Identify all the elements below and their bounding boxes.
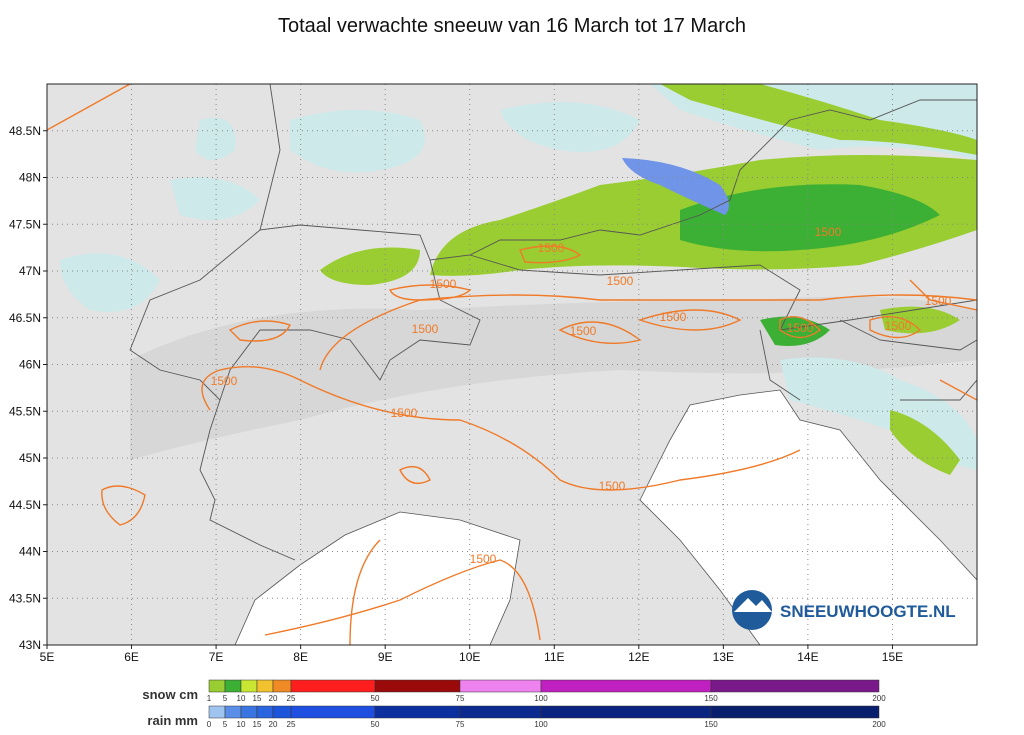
x-tick-label: 14E: [797, 650, 818, 664]
snow-area: [680, 184, 940, 252]
legend-swatch: [540, 679, 712, 693]
legend-tick: 150: [704, 720, 718, 729]
y-tick-label: 44.5N: [9, 498, 41, 512]
legend-tick: 75: [456, 720, 465, 729]
snow-area: [320, 247, 420, 285]
x-tick-label: 6E: [124, 650, 139, 664]
legend-swatch: [272, 679, 292, 693]
y-tick-label: 48.5N: [9, 124, 41, 138]
legend-swatch: [710, 679, 880, 693]
logo-text: SNEEUWHOOGTE.NL: [780, 602, 956, 621]
contour-label: 1500: [211, 374, 238, 388]
x-tick-label: 13E: [713, 650, 734, 664]
legend-swatch: [290, 705, 376, 719]
legend-tick: 200: [872, 694, 886, 703]
legend-tick: 150: [704, 694, 718, 703]
legend-tick: 1: [207, 694, 212, 703]
contour-label: 1500: [599, 479, 626, 493]
legend-tick: 15: [253, 694, 262, 703]
legend-tick: 10: [237, 720, 246, 729]
map: 1500 1500 1500 1500 1500 1500 1500 1500 1500 1500…: [47, 84, 977, 645]
legend-swatch: [540, 705, 712, 719]
legend-tick: 100: [534, 694, 548, 703]
contour-label: 1500: [430, 277, 457, 291]
title: Totaal verwachte sneeuw van 16 March tot…: [278, 15, 746, 37]
axes: 5E 6E 7E 8E 9E 10E 11E 12E 13E 14E 15E 43N 43.5N 44N 4…: [9, 124, 903, 664]
contour-label: 1500: [885, 319, 912, 333]
y-tick-label: 47N: [19, 264, 41, 278]
snow-area: [660, 84, 977, 155]
legend-tick: 5: [223, 720, 228, 729]
legend-swatch: [272, 705, 292, 719]
x-tick-label: 11E: [544, 650, 564, 664]
legend-tick: 20: [269, 694, 278, 703]
contour-label: 1500: [815, 225, 842, 239]
x-tick-label: 12E: [628, 650, 649, 664]
contour: [47, 84, 977, 645]
legend-tick: 200: [872, 720, 886, 729]
legend-tick: 20: [269, 720, 278, 729]
logo: SNEEUWHOOGTE.NL: [732, 590, 956, 630]
contour-labels: 1500 1500 1500 1500 1500 1500 1500 1500 1500 1500…: [211, 225, 952, 566]
y-tick-label: 45.5N: [9, 404, 41, 418]
grid: [47, 84, 977, 645]
legend-swatch: [240, 705, 258, 719]
legend-label: snow cm: [142, 687, 198, 702]
legend-tick: 50: [371, 694, 380, 703]
legend-swatch: [710, 705, 880, 719]
x-tick-label: 8E: [293, 650, 308, 664]
y-tick-label: 46N: [19, 358, 41, 372]
legend-tick: 5: [223, 694, 228, 703]
x-tick-label: 15E: [882, 650, 903, 664]
contour-label: 1500: [925, 294, 952, 308]
legend-swatch: [374, 679, 461, 693]
y-tick-label: 45N: [19, 451, 41, 465]
legend-swatch: [459, 679, 542, 693]
contour-label: 1500: [787, 321, 814, 335]
legend-tick: 0: [207, 720, 212, 729]
legend-tick: 25: [287, 694, 296, 703]
legend-tick: 25: [287, 720, 296, 729]
legend-tick: 75: [456, 694, 465, 703]
contour-label: 1500: [660, 310, 687, 324]
contour-label: 1500: [470, 552, 497, 566]
legend-swatch: [208, 705, 226, 719]
legend-swatch: [240, 679, 258, 693]
legend-tick: 50: [371, 720, 380, 729]
x-tick-label: 7E: [209, 650, 224, 664]
y-tick-label: 43.5N: [9, 591, 41, 605]
x-tick-label: 9E: [378, 650, 393, 664]
legend-swatch: [256, 679, 274, 693]
legend-swatch: [459, 705, 542, 719]
contour-label: 1500: [538, 241, 565, 255]
contour-label: 1500: [412, 322, 439, 336]
y-tick-label: 47.5N: [9, 217, 41, 231]
legend-swatch: [290, 679, 376, 693]
sea: [234, 511, 521, 645]
legend-swatch: [374, 705, 461, 719]
snow-area: [890, 410, 960, 475]
legend-tick: 10: [237, 694, 246, 703]
x-tick-label: 10E: [459, 650, 480, 664]
y-tick-label: 48N: [19, 171, 41, 185]
legend-swatch: [224, 705, 242, 719]
y-tick-label: 44N: [19, 545, 41, 559]
y-tick-label: 46.5N: [9, 311, 41, 325]
y-tick-label: 43N: [19, 638, 41, 652]
legend-tick: 100: [534, 720, 548, 729]
legend-swatch: [224, 679, 242, 693]
legend-tick: 15: [253, 720, 262, 729]
contour-label: 1500: [391, 406, 418, 420]
contour-label: 1500: [607, 274, 634, 288]
legend-swatch: [256, 705, 274, 719]
rain-area: [622, 158, 729, 215]
snow-area: [880, 306, 960, 334]
legend-label: rain mm: [147, 713, 198, 728]
logo-icon: [734, 598, 772, 612]
contour-label: 1500: [570, 324, 597, 338]
x-tick-label: 5E: [40, 650, 55, 664]
legend-swatch: [208, 679, 226, 693]
